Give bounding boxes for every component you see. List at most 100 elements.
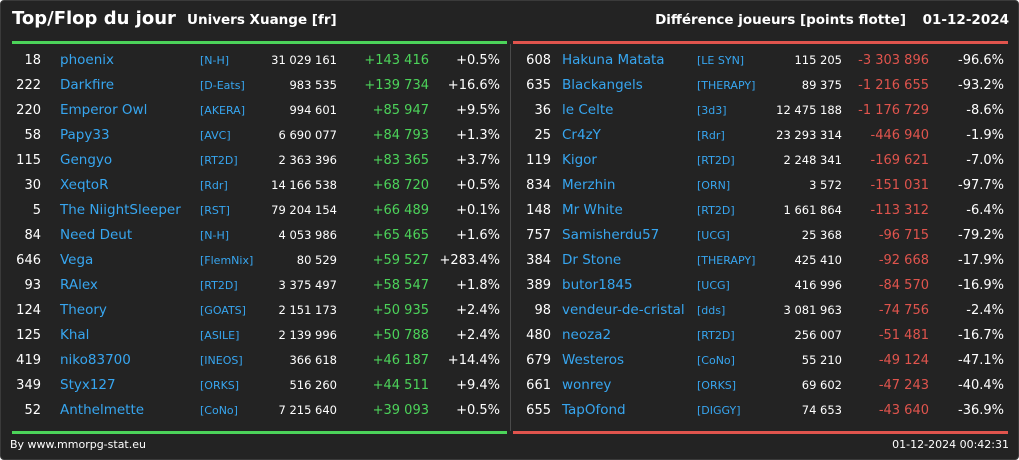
top-row: 125 Khal [ASILE] 2 139 996 +50 788 +2.4% [1, 323, 510, 348]
player-name-link[interactable]: niko83700 [60, 352, 131, 368]
guild-tag-link[interactable]: [RT2D] [697, 204, 735, 217]
points-delta: -49 124 [878, 353, 929, 368]
player-name-link[interactable]: RAlex [60, 277, 98, 293]
fleet-points: 31 029 161 [271, 53, 337, 67]
guild-tag-link[interactable]: [CoNo] [697, 354, 735, 367]
fleet-points: 2 363 396 [278, 153, 337, 167]
guild-tag-link[interactable]: [INEOS] [200, 354, 243, 367]
fleet-points: 79 204 154 [271, 203, 337, 217]
player-name-link[interactable]: Blackangels [562, 77, 643, 93]
player-name-link[interactable]: Dr Stone [562, 252, 622, 268]
player-name-link[interactable]: Anthelmette [60, 402, 145, 418]
guild-tag-link[interactable]: [THERAPY] [697, 254, 756, 267]
player-name-link[interactable]: Merzhin [562, 177, 616, 193]
guild-tag-link[interactable]: [ORKS] [697, 379, 737, 392]
player-rank: 84 [24, 228, 41, 243]
player-name-link[interactable]: Vega [60, 252, 94, 268]
percent-change: +2.4% [456, 328, 500, 343]
player-rank: 115 [16, 153, 41, 168]
percent-change: -16.9% [958, 278, 1004, 293]
player-name-link[interactable]: Darkfire [60, 77, 115, 93]
player-name-link[interactable]: Cr4zY [562, 127, 601, 143]
guild-tag-link[interactable]: [ASILE] [200, 329, 240, 342]
percent-change: +2.4% [456, 303, 500, 318]
player-name-link[interactable]: The NiightSleeper [60, 202, 181, 218]
guild-tag-link[interactable]: [FlemNix] [200, 254, 254, 267]
guild-tag-link[interactable]: [ORKS] [200, 379, 240, 392]
player-name-link[interactable]: TapOfond [562, 402, 626, 418]
guild-tag-link[interactable]: [Rdr] [200, 179, 228, 192]
guild-tag-link[interactable]: [D-Eats] [200, 79, 245, 92]
fleet-points: 23 293 314 [776, 128, 842, 142]
player-name-link[interactable]: Emperor Owl [60, 102, 148, 118]
player-name-link[interactable]: neoza2 [562, 327, 612, 343]
flop-row: 757 Samisherdu57 [UCG] 25 368 -96 715 -79.2% [511, 223, 1018, 248]
fleet-points: 1 661 864 [783, 203, 842, 217]
percent-change: -96.6% [958, 53, 1004, 68]
percent-change: +0.5% [456, 53, 500, 68]
player-rank: 220 [16, 103, 41, 118]
player-name-link[interactable]: Kigor [562, 152, 597, 168]
player-name-link[interactable]: Mr White [562, 202, 623, 218]
guild-tag-link[interactable]: [THERAPY] [697, 79, 756, 92]
guild-tag-link[interactable]: [UCG] [697, 229, 730, 242]
guild-tag-link[interactable]: [dds] [697, 304, 726, 317]
points-delta: +66 489 [372, 203, 429, 218]
player-rank: 18 [24, 53, 41, 68]
percent-change: -93.2% [958, 78, 1004, 93]
player-name-link[interactable]: phoenix [60, 52, 114, 68]
flop-row: 661 wonrey [ORKS] 69 602 -47 243 -40.4% [511, 373, 1018, 398]
flop-row: 389 butor1845 [UCG] 416 996 -84 570 -16.9% [511, 273, 1018, 298]
player-name-link[interactable]: wonrey [562, 377, 612, 393]
guild-tag-link[interactable]: [RST] [200, 204, 230, 217]
guild-tag-link[interactable]: [DIGGY] [697, 404, 741, 417]
points-delta: +68 720 [372, 178, 429, 193]
player-name-link[interactable]: vendeur-de-cristal [562, 302, 685, 318]
guild-tag-link[interactable]: [RT2D] [200, 154, 238, 167]
player-name-link[interactable]: Gengyo [60, 152, 113, 168]
player-rank: 757 [526, 228, 551, 243]
player-name-link[interactable]: Need Deut [60, 227, 133, 243]
guild-tag-link[interactable]: [ORN] [697, 179, 731, 192]
guild-tag-link[interactable]: [3d3] [697, 104, 727, 117]
player-rank: 148 [526, 203, 551, 218]
player-name-link[interactable]: le Celte [562, 102, 614, 118]
guild-tag-link[interactable]: [N-H] [200, 54, 230, 67]
guild-tag-link[interactable]: [LE SYN] [697, 54, 745, 67]
player-name-link[interactable]: Papy33 [60, 127, 110, 143]
guild-tag-link[interactable]: [UCG] [697, 279, 730, 292]
player-rank: 419 [16, 353, 41, 368]
player-rank: 608 [526, 53, 551, 68]
percent-change: +0.1% [456, 203, 500, 218]
player-name-link[interactable]: Styx127 [60, 377, 116, 393]
flop-footer-bar [513, 431, 1008, 434]
guild-tag-link[interactable]: [N-H] [200, 229, 230, 242]
flop-row: 655 TapOfond [DIGGY] 74 653 -43 640 -36.9% [511, 398, 1018, 423]
guild-tag-link[interactable]: [RT2D] [200, 279, 238, 292]
guild-tag-link[interactable]: [AVC] [200, 129, 231, 142]
guild-tag-link[interactable]: [CoNo] [200, 404, 238, 417]
player-rank: 98 [534, 303, 551, 318]
fleet-points: 7 215 640 [278, 403, 337, 417]
player-name-link[interactable]: Samisherdu57 [562, 227, 660, 243]
player-name-link[interactable]: Hakuna Matata [562, 52, 665, 68]
points-delta: -96 715 [878, 228, 929, 243]
percent-change: -7.0% [966, 153, 1004, 168]
top-header-bar [12, 41, 507, 44]
player-name-link[interactable]: Theory [60, 302, 107, 318]
player-name-link[interactable]: Khal [60, 327, 90, 343]
flop-row: 480 neoza2 [RT2D] 256 007 -51 481 -16.7% [511, 323, 1018, 348]
fleet-points: 3 572 [809, 178, 842, 192]
points-delta: +83 365 [372, 153, 429, 168]
top-row: 30 XeqtoR [Rdr] 14 166 538 +68 720 +0.5% [1, 173, 510, 198]
guild-tag-link[interactable]: [GOATS] [200, 304, 246, 317]
guild-tag-link[interactable]: [Rdr] [697, 129, 725, 142]
player-name-link[interactable]: Westeros [562, 352, 625, 368]
guild-tag-link[interactable]: [RT2D] [697, 329, 735, 342]
guild-tag-link[interactable]: [AKERA] [200, 104, 245, 117]
player-name-link[interactable]: butor1845 [562, 277, 633, 293]
player-name-link[interactable]: XeqtoR [60, 177, 109, 193]
guild-tag-link[interactable]: [RT2D] [697, 154, 735, 167]
top-row: 349 Styx127 [ORKS] 516 260 +44 511 +9.4% [1, 373, 510, 398]
